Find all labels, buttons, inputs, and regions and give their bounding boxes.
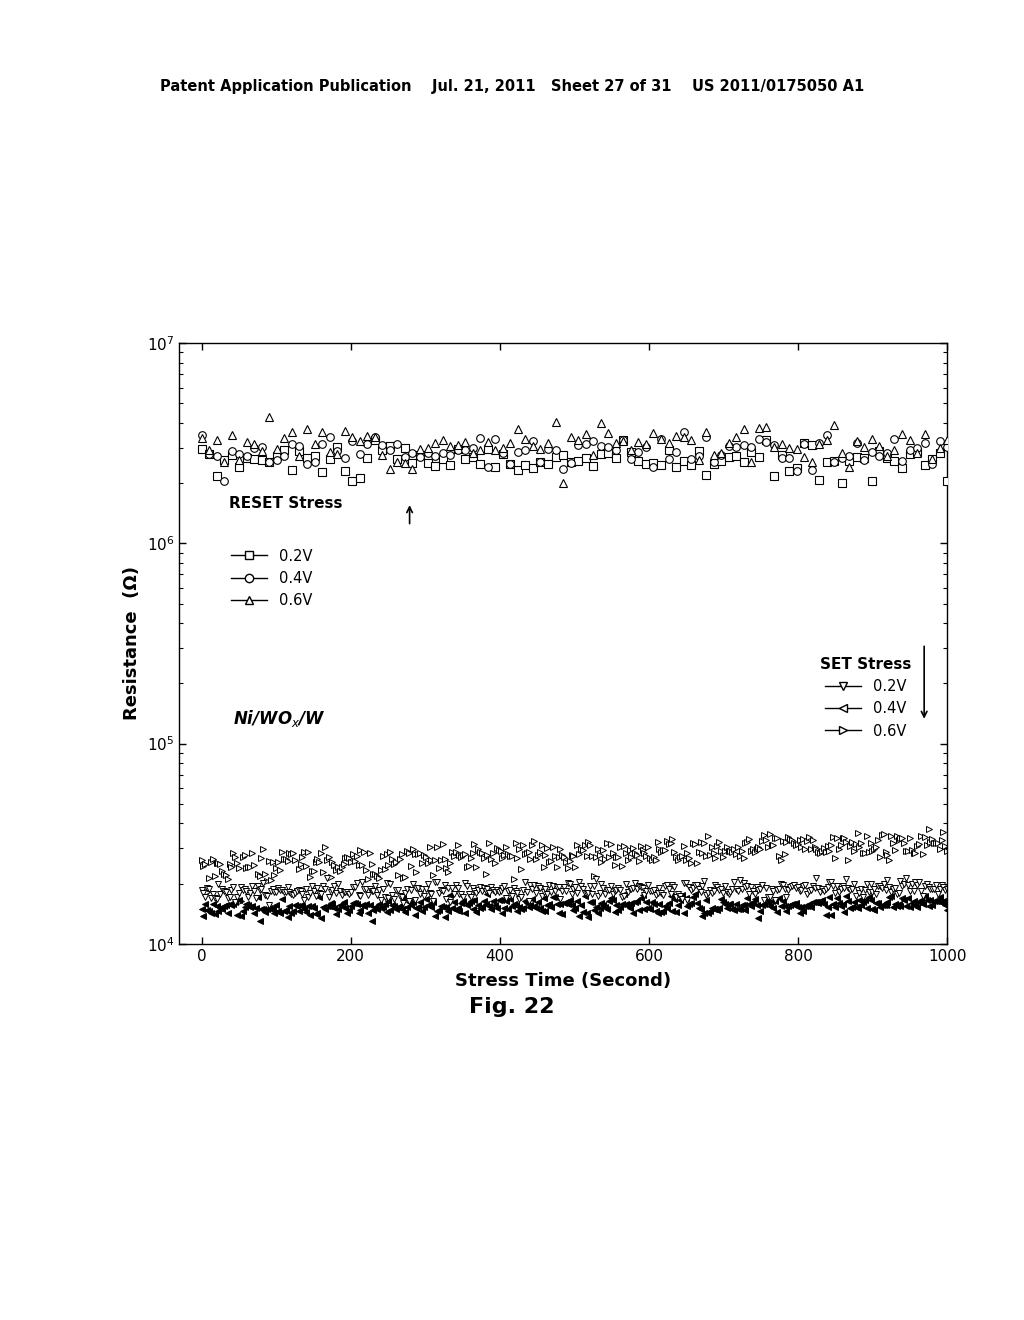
Text: RESET Stress: RESET Stress bbox=[229, 496, 343, 511]
Legend: 0.2V, 0.4V, 0.6V: 0.2V, 0.4V, 0.6V bbox=[814, 651, 916, 744]
X-axis label: Stress Time (Second): Stress Time (Second) bbox=[455, 972, 672, 990]
Text: Ni/WO$_x$/W: Ni/WO$_x$/W bbox=[232, 708, 326, 729]
Y-axis label: Resistance  (Ω): Resistance (Ω) bbox=[123, 566, 141, 721]
Text: Fig. 22: Fig. 22 bbox=[469, 997, 555, 1016]
Text: Patent Application Publication    Jul. 21, 2011   Sheet 27 of 31    US 2011/0175: Patent Application Publication Jul. 21, … bbox=[160, 79, 864, 94]
